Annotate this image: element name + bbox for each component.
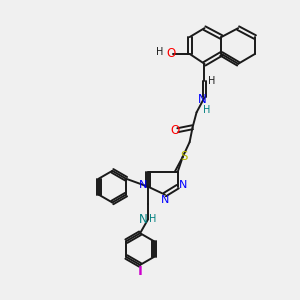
Text: N: N [139, 180, 147, 190]
Text: N: N [139, 213, 147, 226]
Text: H: H [149, 214, 157, 224]
Text: N: N [161, 194, 169, 205]
Text: H: H [208, 76, 215, 85]
Text: O: O [170, 124, 179, 137]
Text: H: H [157, 47, 164, 57]
Text: N: N [178, 180, 187, 190]
Text: N: N [198, 93, 207, 106]
Text: I: I [138, 266, 142, 278]
Text: O: O [166, 47, 176, 60]
Text: H: H [203, 105, 210, 116]
Text: S: S [180, 150, 188, 164]
